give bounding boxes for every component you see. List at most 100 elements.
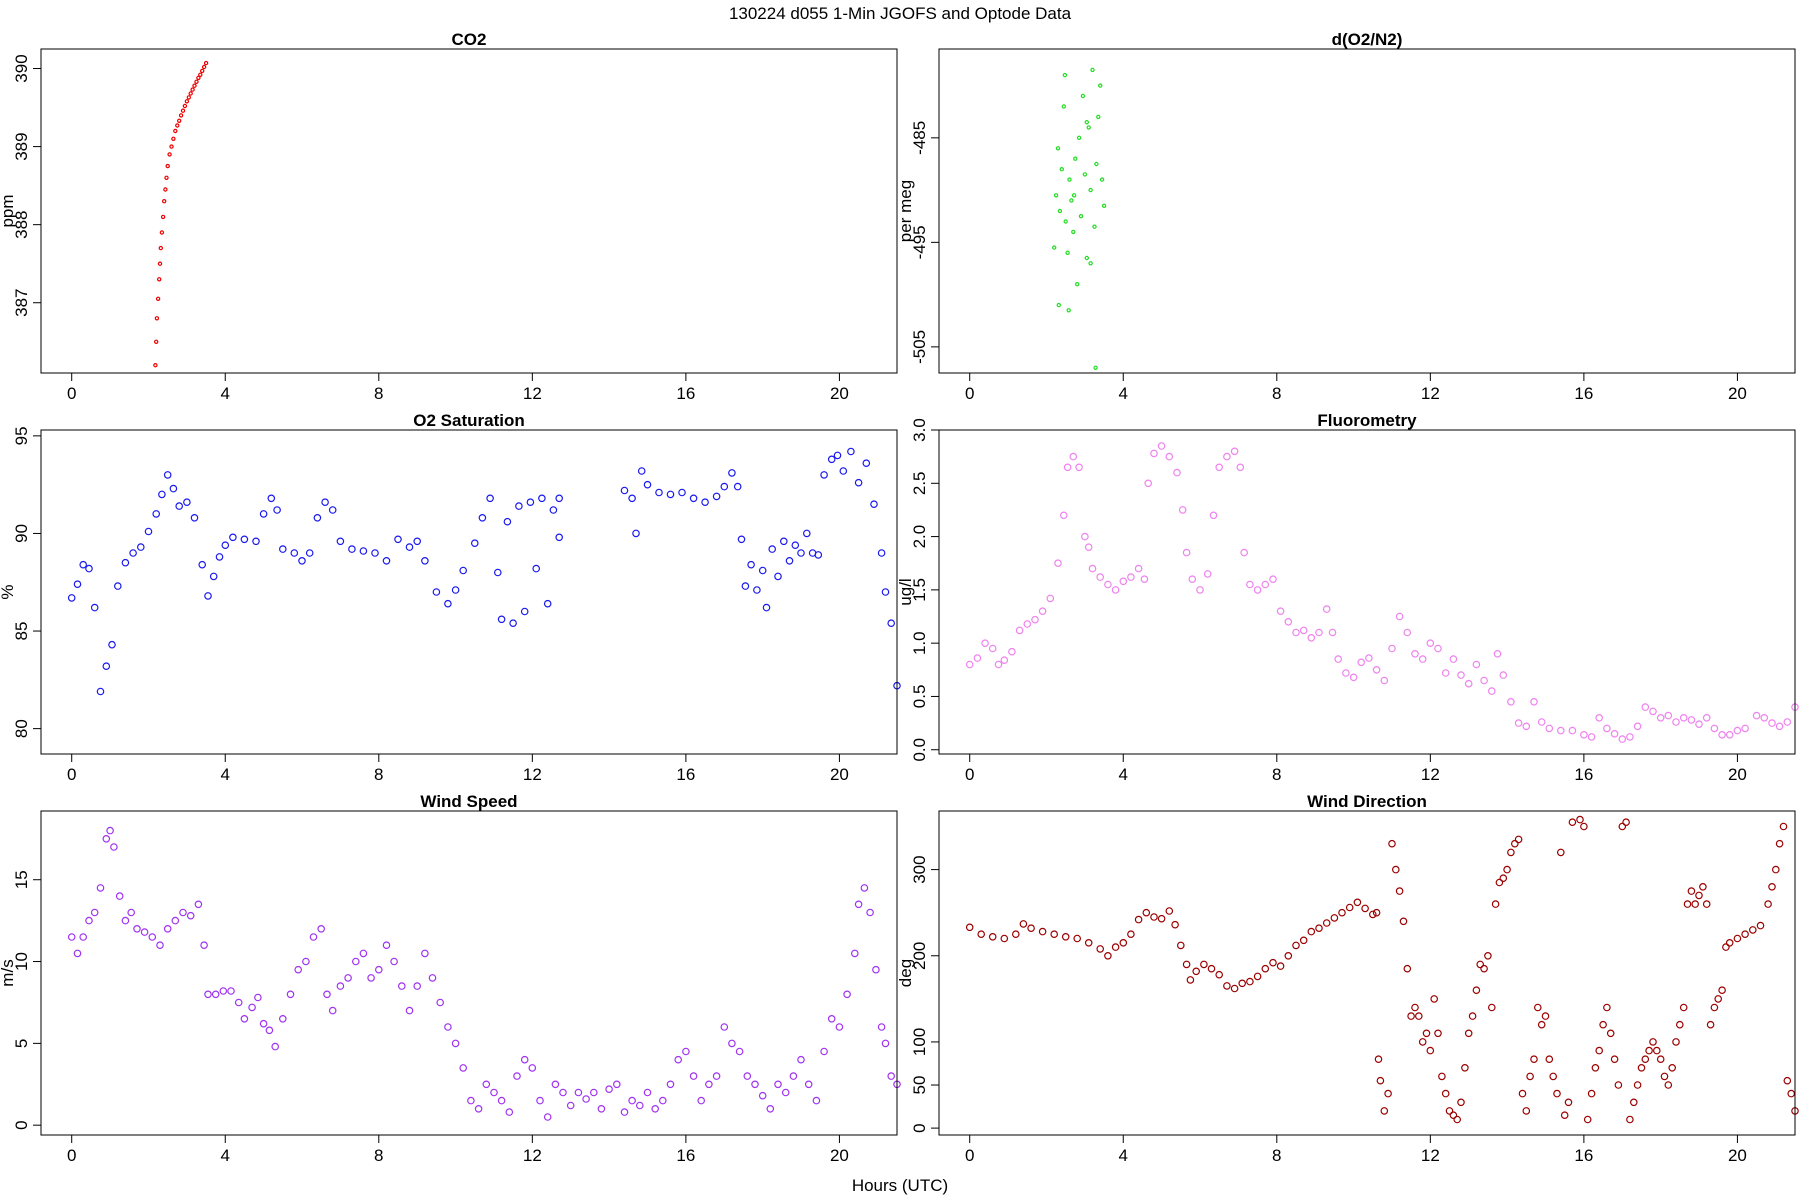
fluoro-point-88 <box>1595 713 1604 722</box>
co2-point-9 <box>161 198 167 204</box>
winddir-point-3 <box>1000 934 1009 943</box>
o2sat-point-11 <box>137 543 145 551</box>
o2sat-xtick-label-2: 8 <box>374 765 383 784</box>
winddir-point-50 <box>1372 908 1381 917</box>
o2sat-point-34 <box>305 549 314 557</box>
winddir-point-132 <box>1687 887 1696 895</box>
windspeed-point-40 <box>328 1006 337 1015</box>
co2-point-0 <box>153 363 158 368</box>
o2sat-xtick-label-4: 16 <box>676 765 695 784</box>
co2-point-20 <box>180 108 186 113</box>
winddir-point-116 <box>1626 1115 1634 1124</box>
winddir-point-44 <box>1330 914 1339 922</box>
windspeed-point-87 <box>689 1072 698 1080</box>
co2-point-17 <box>175 123 180 128</box>
o2sat-point-36 <box>321 498 329 507</box>
o2sat-point-105 <box>881 588 890 596</box>
do2n2-xtick-label-1: 4 <box>1119 384 1128 403</box>
o2sat-point-50 <box>459 566 468 575</box>
winddir-point-63 <box>1418 1038 1427 1046</box>
fluoro-point-30 <box>1165 452 1174 461</box>
fluoro-point-8 <box>1023 620 1032 628</box>
fluoro-point-69 <box>1441 669 1450 677</box>
o2sat-point-12 <box>144 527 153 536</box>
do2n2-ytick-label-2: -505 <box>910 330 929 364</box>
fluoro-point-3 <box>988 644 997 653</box>
fluoro-ytick-label-5: 2.5 <box>910 471 929 495</box>
fluoro-point-103 <box>1710 724 1719 733</box>
fluoro-point-89 <box>1603 724 1611 733</box>
windspeed-point-24 <box>219 987 228 995</box>
fluoro-point-106 <box>1733 726 1742 735</box>
winddir-point-130 <box>1679 1003 1688 1012</box>
fluoro-point-28 <box>1150 449 1158 458</box>
o2sat-point-104 <box>877 549 886 557</box>
fluoro-point-99 <box>1679 713 1688 722</box>
winddir-point-126 <box>1664 1081 1673 1089</box>
o2sat-point-89 <box>779 537 788 546</box>
winddir-point-61 <box>1411 1003 1419 1012</box>
fluoro-point-32 <box>1178 506 1187 514</box>
winddir-point-37 <box>1276 962 1285 970</box>
windspeed-point-68 <box>543 1113 552 1121</box>
o2sat-point-21 <box>204 592 212 600</box>
winddir-point-25 <box>1186 976 1195 984</box>
windspeed-point-49 <box>397 982 406 990</box>
o2sat-point-92 <box>797 549 805 557</box>
panel-o2sat: O2 Saturation 0 4 8 12 16 20 80 85 90 95% <box>0 411 901 784</box>
winddir-xtick-label-5: 20 <box>1728 1146 1747 1165</box>
o2sat-point-4 <box>90 603 99 612</box>
winddir-point-41 <box>1307 927 1316 936</box>
winddir-point-144 <box>1741 930 1749 939</box>
o2sat-point-88 <box>774 572 782 581</box>
do2n2-point-25 <box>1099 177 1105 182</box>
o2sat-point-22 <box>209 572 218 581</box>
windspeed-point-43 <box>351 957 360 966</box>
windspeed-point-108 <box>850 949 859 958</box>
winddir-point-124 <box>1656 1055 1665 1064</box>
o2sat-point-19 <box>190 513 199 522</box>
windspeed-point-39 <box>323 990 331 999</box>
o2sat-point-33 <box>298 556 306 565</box>
o2sat-point-63 <box>543 599 552 608</box>
fluoro-point-46 <box>1269 575 1277 584</box>
winddir-point-113 <box>1614 1081 1623 1089</box>
windspeed-point-76 <box>605 1085 613 1094</box>
winddir-point-73 <box>1457 1098 1465 1107</box>
fluoro-point-44 <box>1253 586 1262 594</box>
windspeed-point-28 <box>248 1003 256 1012</box>
fluoro-point-31 <box>1173 468 1181 477</box>
windspeed-point-71 <box>566 1101 575 1110</box>
windspeed-point-21 <box>200 941 208 950</box>
winddir-point-9 <box>1061 932 1070 941</box>
windspeed-point-51 <box>413 982 422 990</box>
winddir-point-51 <box>1374 1055 1383 1064</box>
windspeed-point-92 <box>728 1039 736 1048</box>
fluoro-point-96 <box>1656 713 1665 722</box>
o2sat-points <box>67 447 901 696</box>
windspeed-point-75 <box>597 1105 606 1113</box>
o2sat-point-75 <box>689 494 698 503</box>
o2sat-point-78 <box>720 482 729 491</box>
fluoro-point-15 <box>1069 452 1078 461</box>
winddir-point-106 <box>1587 1089 1596 1098</box>
windspeed-point-8 <box>110 843 118 851</box>
o2sat-point-69 <box>632 529 640 538</box>
o2sat-point-54 <box>493 568 502 577</box>
do2n2-point-2 <box>1055 146 1061 151</box>
o2sat-point-9 <box>121 558 130 567</box>
windspeed-point-86 <box>682 1047 690 1056</box>
winddir-point-83 <box>1495 878 1504 887</box>
fluoro-point-110 <box>1768 719 1776 727</box>
o2sat-point-60 <box>526 498 535 507</box>
winddir-point-21 <box>1165 907 1174 915</box>
co2-point-8 <box>160 214 166 220</box>
windspeed-point-109 <box>854 900 863 909</box>
o2sat-point-48 <box>444 599 452 608</box>
fluoro-point-78 <box>1507 697 1515 706</box>
winddir-point-34 <box>1253 972 1262 981</box>
winddir-ytick-label-1: 50 <box>910 1076 929 1095</box>
fluoro-point-92 <box>1626 733 1634 741</box>
windspeed-point-54 <box>436 998 445 1007</box>
panels: CO2 0 4 8 12 16 20 387 388 389 390 ppm d(O2/N2) 0 4 8 12… <box>0 30 1799 1165</box>
